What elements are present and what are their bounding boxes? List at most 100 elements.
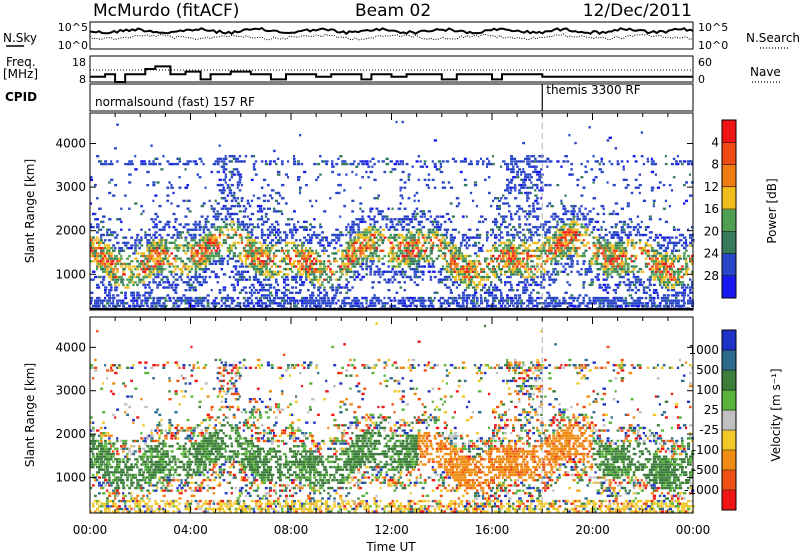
heatmap-cell (132, 252, 136, 254)
heatmap-cell (229, 187, 231, 189)
heatmap-cell (213, 247, 215, 249)
heatmap-cell (574, 234, 576, 236)
heatmap-cell (172, 302, 174, 304)
heatmap-cell (621, 244, 624, 246)
heatmap-cell (351, 299, 353, 301)
heatmap-cell (233, 197, 236, 199)
heatmap-cell (229, 223, 232, 225)
heatmap-cell (532, 155, 535, 157)
heatmap-cell (522, 187, 525, 189)
heatmap-cell (448, 302, 450, 304)
heatmap-cell (574, 252, 576, 254)
heatmap-cell (106, 260, 109, 262)
heatmap-cell (223, 205, 225, 207)
heatmap-cell (369, 273, 372, 275)
heatmap-cell (528, 250, 530, 252)
heatmap-cell (500, 268, 503, 270)
heatmap-cell (325, 160, 328, 162)
heatmap-cell (112, 297, 115, 299)
heatmap-cell (108, 163, 110, 165)
heatmap-cell (251, 155, 253, 157)
heatmap-cell (317, 234, 321, 236)
heatmap-cell (460, 273, 462, 275)
heatmap-cell (247, 200, 249, 202)
heatmap-cell (586, 213, 588, 215)
heatmap-cell (205, 242, 207, 244)
heatmap-cell (574, 236, 577, 238)
heatmap-cell (536, 218, 539, 220)
heatmap-cell (162, 250, 164, 252)
heatmap-cell (102, 263, 104, 265)
heatmap-cell (625, 297, 627, 299)
heatmap-cell (347, 247, 350, 249)
heatmap-cell (108, 305, 111, 307)
heatmap-cell (385, 223, 387, 225)
heatmap-cell (548, 244, 550, 246)
heatmap-cell (325, 278, 328, 280)
heatmap-cell (490, 257, 493, 259)
heatmap-cell (134, 168, 138, 170)
heatmap-cell (182, 250, 185, 252)
heatmap-cell (430, 252, 433, 254)
heatmap-cell (207, 229, 210, 231)
heatmap-cell (544, 263, 546, 265)
heatmap-cell (235, 231, 237, 233)
heatmap-cell (576, 271, 579, 273)
heatmap-cell (315, 278, 317, 280)
heatmap-cell (597, 250, 600, 252)
heatmap-cell (199, 234, 202, 236)
heatmap-cell (112, 244, 115, 246)
heatmap-cell (375, 231, 379, 233)
heatmap-cell (556, 215, 559, 217)
heatmap-cell (305, 278, 308, 280)
heatmap-cell (494, 242, 497, 244)
heatmap-cell (130, 271, 133, 273)
heatmap-cell (249, 236, 253, 238)
heatmap-cell (124, 236, 127, 238)
heatmap-cell (371, 281, 374, 283)
heatmap-cell (552, 247, 555, 249)
heatmap-cell (152, 273, 155, 275)
heatmap-cell (490, 284, 492, 286)
heatmap-cell (337, 284, 340, 286)
heatmap-cell (446, 260, 448, 262)
heatmap-cell (195, 226, 198, 228)
heatmap-cell (273, 271, 276, 273)
heatmap-cell (536, 263, 539, 265)
heatmap-cell (601, 171, 604, 173)
heatmap-cell (500, 305, 503, 307)
heatmap-cell (231, 218, 234, 220)
heatmap-cell (184, 244, 186, 246)
heatmap-cell (582, 226, 585, 228)
heatmap-cell (474, 242, 477, 244)
heatmap-cell (373, 294, 375, 296)
heatmap-cell (311, 292, 314, 294)
heatmap-cell (118, 305, 121, 307)
heatmap-cell (128, 181, 131, 183)
heatmap-cell (530, 239, 533, 241)
heatmap-cell (247, 215, 249, 217)
heatmap-cell (548, 242, 550, 244)
heatmap-cell (245, 208, 247, 210)
heatmap-cell (629, 218, 632, 220)
heatmap-cell (170, 286, 173, 288)
heatmap-cell (295, 299, 298, 301)
heatmap-cell (456, 197, 459, 199)
heatmap-cell (156, 268, 158, 270)
heatmap-cell (605, 229, 608, 231)
heatmap-cell (299, 134, 301, 136)
heatmap-cell (420, 302, 422, 304)
heatmap-cell (528, 231, 530, 233)
heatmap-cell (520, 260, 522, 262)
heatmap-cell (544, 244, 546, 246)
heatmap-cell (488, 294, 490, 296)
heatmap-cell (158, 299, 161, 301)
heatmap-cell (120, 257, 123, 259)
heatmap-cell (152, 181, 155, 183)
heatmap-cell (243, 205, 246, 207)
heatmap-cell (556, 184, 559, 186)
heatmap-cell (301, 244, 304, 246)
heatmap-cell (231, 176, 233, 178)
heatmap-cell (452, 268, 456, 270)
heatmap-cell (207, 268, 210, 270)
